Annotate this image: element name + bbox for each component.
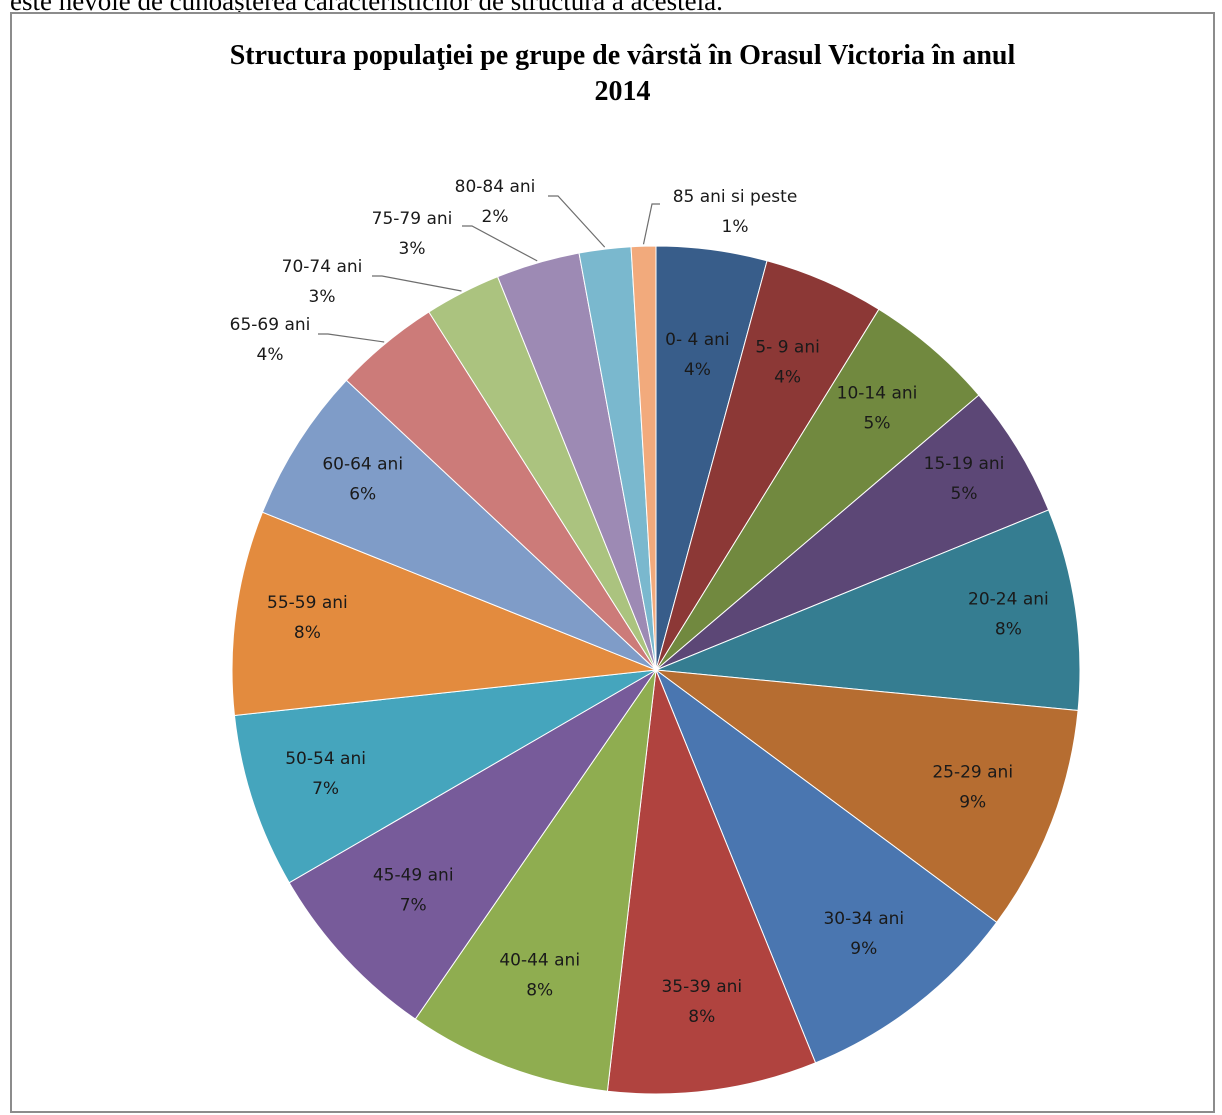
- pie-slice-40-44-ani: [414, 669, 657, 1092]
- leader-line-85-ani-si-peste: [642, 203, 660, 245]
- slice-category-label: 50-54 ani: [285, 749, 366, 769]
- slice-percent-label: 5%: [864, 414, 891, 434]
- slice-category-label: 80-84 ani: [455, 177, 536, 197]
- pie-slice-25-29-ani: [654, 669, 1079, 924]
- pie-slice-30-34-ani: [654, 668, 998, 1064]
- slice-label-15-19-ani: 15-19 ani 5%: [924, 454, 1005, 504]
- leader-line-75-79-ani: [462, 225, 538, 262]
- slice-label-0-4-ani: 0- 4 ani 4%: [665, 330, 730, 380]
- slice-percent-label: 8%: [294, 623, 321, 643]
- pie-slice-35-39-ani: [606, 669, 817, 1095]
- slice-category-label: 30-34 ani: [823, 909, 904, 929]
- slice-percent-label: 8%: [688, 1007, 715, 1027]
- leader-line-80-84-ani: [548, 195, 606, 248]
- slice-percent-label: 3%: [399, 239, 426, 259]
- slice-category-label: 20-24 ani: [968, 589, 1049, 609]
- slice-percent-label: 2%: [482, 207, 509, 227]
- slice-percent-label: 7%: [312, 779, 339, 799]
- slice-category-label: 85 ani si peste: [673, 187, 798, 207]
- slice-percent-label: 4%: [774, 368, 801, 388]
- slice-percent-label: 4%: [257, 345, 284, 365]
- slice-label-40-44-ani: 40-44 ani 8%: [499, 951, 580, 1001]
- slice-label-80-84-ani: 80-84 ani 2%: [455, 177, 536, 227]
- slice-category-label: 0- 4 ani: [665, 330, 730, 350]
- slice-label-50-54-ani: 50-54 ani 7%: [285, 749, 366, 799]
- slice-label-75-79-ani: 75-79 ani 3%: [372, 209, 453, 259]
- slice-label-10-14-ani: 10-14 ani 5%: [837, 384, 918, 434]
- slice-percent-label: 5%: [951, 484, 978, 504]
- pie-slice-60-64-ani: [261, 379, 657, 671]
- slice-label-85-ani-si-peste: 85 ani si peste 1%: [673, 187, 798, 237]
- slice-category-label: 75-79 ani: [372, 209, 453, 229]
- slice-category-label: 15-19 ani: [924, 454, 1005, 474]
- pie-slice-55-59-ani: [231, 511, 657, 717]
- slice-category-label: 35-39 ani: [661, 977, 742, 997]
- slice-category-label: 40-44 ani: [499, 951, 580, 971]
- chart-title: Structura populaţiei pe grupe de vârstă …: [0, 38, 1222, 110]
- slice-label-25-29-ani: 25-29 ani 9%: [932, 763, 1013, 813]
- pie-slice-45-49-ani: [288, 669, 657, 1020]
- slice-label-65-69-ani: 65-69 ani 4%: [230, 315, 311, 365]
- slice-category-label: 70-74 ani: [282, 257, 363, 277]
- slice-category-label: 65-69 ani: [230, 315, 311, 335]
- slice-label-45-49-ani: 45-49 ani 7%: [373, 866, 454, 916]
- slice-label-30-34-ani: 30-34 ani 9%: [823, 909, 904, 959]
- slice-label-5-9-ani: 5- 9 ani 4%: [755, 338, 820, 388]
- slice-label-70-74-ani: 70-74 ani 3%: [282, 257, 363, 307]
- pie-slice-85-ani-si-peste: [630, 245, 657, 671]
- slice-category-label: 60-64 ani: [322, 454, 403, 474]
- slice-percent-label: 1%: [722, 217, 749, 237]
- slice-percent-label: 9%: [850, 939, 877, 959]
- slice-label-20-24-ani: 20-24 ani 8%: [968, 589, 1049, 639]
- slice-label-35-39-ani: 35-39 ani 8%: [661, 977, 742, 1027]
- pie-slice-20-24-ani: [655, 509, 1081, 712]
- slice-category-label: 55-59 ani: [267, 593, 348, 613]
- slice-percent-label: 7%: [400, 896, 427, 916]
- chart-title-line-2: 2014: [594, 76, 651, 107]
- pie-slice-50-54-ani: [233, 669, 657, 884]
- slice-percent-label: 9%: [959, 793, 986, 813]
- chart-title-line-1: Structura populaţiei pe grupe de vârstă …: [229, 40, 1016, 71]
- slice-percent-label: 8%: [526, 981, 553, 1001]
- slice-percent-label: 6%: [349, 484, 376, 504]
- slice-category-label: 10-14 ani: [837, 384, 918, 404]
- leader-line-65-69-ani: [318, 333, 385, 343]
- slice-label-55-59-ani: 55-59 ani 8%: [267, 593, 348, 643]
- slice-category-label: 45-49 ani: [373, 866, 454, 886]
- slice-percent-label: 4%: [684, 360, 711, 380]
- slice-label-60-64-ani: 60-64 ani 6%: [322, 454, 403, 504]
- slice-category-label: 25-29 ani: [932, 763, 1013, 783]
- leader-line-70-74-ani: [372, 275, 462, 292]
- slice-percent-label: 8%: [995, 619, 1022, 639]
- slice-percent-label: 3%: [309, 287, 336, 307]
- slice-category-label: 5- 9 ani: [755, 338, 820, 358]
